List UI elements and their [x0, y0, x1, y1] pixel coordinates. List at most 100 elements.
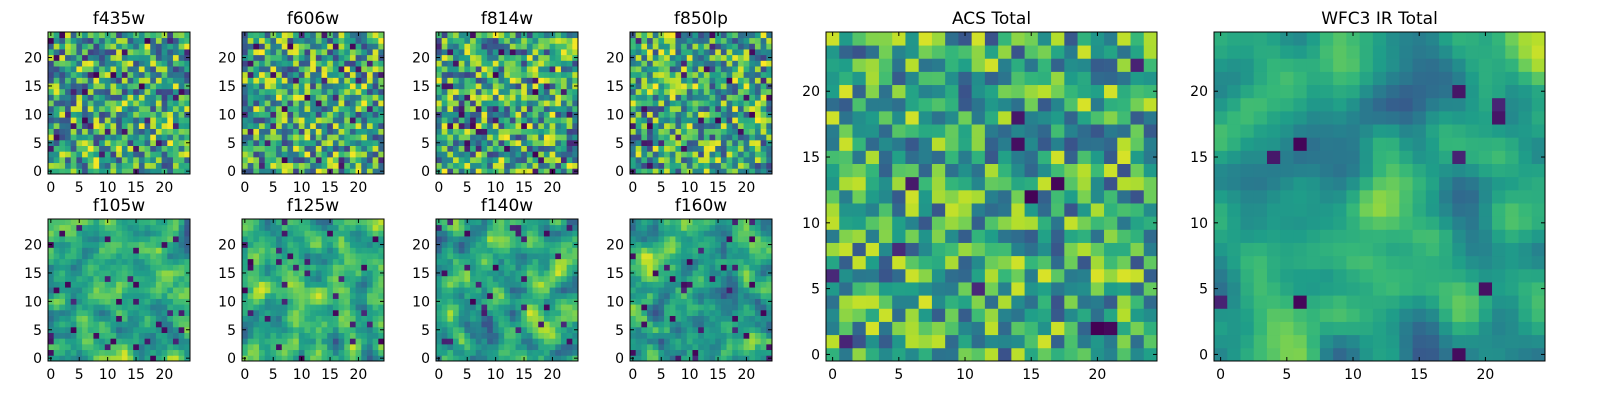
heatmap-cell: [104, 156, 111, 164]
heatmap-cell: [532, 219, 539, 226]
heatmap-cell: [441, 94, 448, 101]
heatmap-cell: [48, 275, 55, 282]
heatmap-cell: [521, 134, 528, 141]
heatmap-cell: [48, 134, 55, 141]
heatmap-cell: [737, 326, 744, 333]
heatmap-cell: [48, 49, 55, 56]
heatmap-cell: [178, 224, 185, 231]
heatmap-cell: [481, 253, 488, 260]
heatmap-cell: [315, 287, 322, 294]
heatmap-cell: [509, 281, 516, 288]
heatmap-cell: [150, 258, 157, 265]
y-tick-label: 20: [218, 51, 236, 67]
heatmap-cell: [287, 77, 294, 84]
heatmap-cell: [709, 37, 716, 44]
heatmap-cell: [121, 315, 128, 322]
heatmap-cell: [138, 145, 145, 152]
heatmap-cell: [664, 156, 671, 164]
heatmap-cell: [681, 54, 688, 61]
heatmap-cell: [121, 247, 128, 254]
heatmap-cell: [104, 100, 111, 107]
heatmap-cell: [281, 281, 288, 288]
heatmap-cell: [686, 321, 693, 328]
heatmap-cell: [161, 111, 168, 118]
heatmap-cell: [498, 32, 505, 39]
heatmap-cell: [470, 77, 477, 84]
heatmap-cell: [372, 77, 379, 84]
heatmap-cell: [65, 145, 72, 152]
heatmap-cell: [65, 156, 72, 164]
heatmap-cell: [361, 247, 368, 254]
heatmap-cell: [344, 292, 351, 299]
heatmap-cell: [543, 32, 550, 39]
heatmap-cell: [110, 315, 117, 322]
heatmap-cell: [549, 77, 556, 84]
heatmap-cell: [749, 54, 756, 61]
heatmap-cell: [133, 298, 140, 305]
heatmap-cell: [321, 338, 328, 345]
heatmap-cell: [53, 37, 60, 44]
heatmap-cell: [509, 122, 516, 129]
heatmap-cell: [361, 100, 368, 107]
heatmap-cell: [549, 258, 556, 265]
heatmap-cell: [361, 54, 368, 61]
heatmap-cell: [549, 264, 556, 271]
heatmap-cell: [264, 230, 271, 237]
heatmap-cell: [436, 49, 443, 56]
heatmap-cell: [715, 88, 722, 95]
heatmap-cell: [138, 66, 145, 73]
heatmap-cell: [144, 355, 151, 362]
heatmap-cell: [361, 77, 368, 84]
heatmap-cell: [641, 60, 648, 67]
heatmap-cell: [293, 88, 300, 95]
heatmap-cell: [521, 139, 528, 146]
heatmap-cell: [366, 60, 374, 67]
heatmap-cell: [703, 66, 710, 73]
heatmap-cell: [555, 241, 562, 248]
heatmap-cell: [686, 49, 693, 56]
heatmap-cell: [315, 168, 322, 175]
heatmap-cell: [681, 128, 688, 135]
heatmap-cell: [270, 122, 277, 129]
heatmap-cell: [167, 315, 174, 322]
heatmap-cell: [630, 151, 637, 158]
heatmap-cell: [298, 298, 305, 305]
heatmap-cell: [327, 49, 334, 56]
heatmap-cell: [150, 281, 157, 288]
heatmap-cell: [720, 117, 727, 124]
heatmap-cell: [87, 60, 94, 67]
heatmap-cell: [481, 236, 488, 243]
heatmap-cell: [87, 100, 94, 107]
heatmap-cell: [487, 54, 494, 61]
heatmap-cell: [70, 60, 77, 67]
heatmap-cell: [555, 77, 562, 84]
heatmap-cell: [293, 168, 300, 175]
y-tick-label: 20: [24, 51, 42, 67]
heatmap-cell: [281, 230, 288, 237]
heatmap-cell: [526, 54, 533, 61]
heatmap-cell: [167, 343, 174, 351]
heatmap-cell: [281, 37, 288, 44]
heatmap-cell: [161, 134, 168, 141]
heatmap-cell: [298, 247, 305, 254]
heatmap-cell: [138, 338, 145, 345]
heatmap-cell: [436, 145, 443, 152]
heatmap-cell: [749, 343, 756, 351]
panel-title: f814w: [481, 9, 533, 29]
heatmap-cell: [453, 230, 460, 237]
heatmap-cell: [93, 304, 100, 311]
heatmap-cell: [242, 258, 249, 265]
heatmap-cell: [572, 236, 579, 243]
heatmap-cell: [65, 230, 72, 237]
heatmap-cell: [155, 134, 162, 141]
heatmap-cell: [703, 100, 710, 107]
heatmap-cell: [658, 326, 665, 333]
heatmap-cell: [630, 156, 637, 164]
heatmap-cell: [453, 292, 460, 299]
heatmap-cell: [327, 281, 334, 288]
heatmap-cell: [664, 60, 671, 67]
heatmap-cell: [259, 128, 266, 135]
heatmap-cell: [669, 292, 676, 299]
heatmap-cell: [447, 332, 454, 339]
heatmap-cell: [344, 332, 351, 339]
